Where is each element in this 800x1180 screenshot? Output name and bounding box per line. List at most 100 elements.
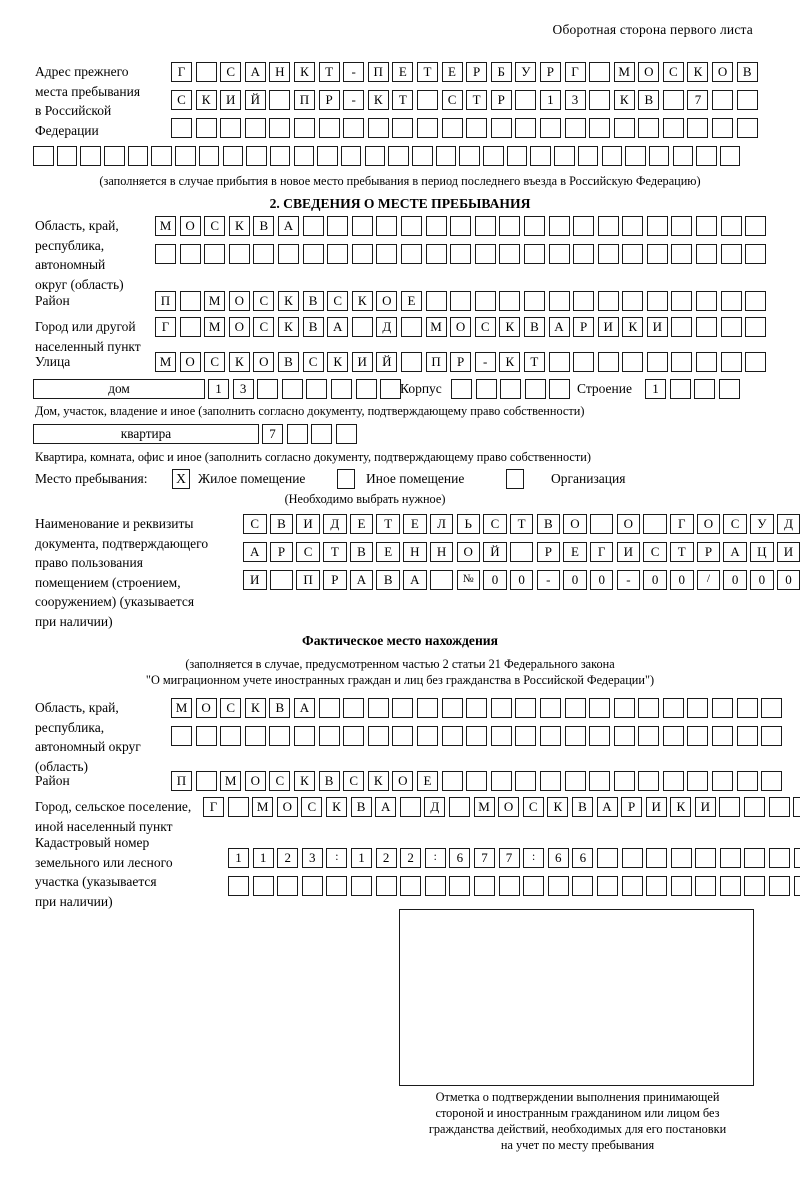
input-cell[interactable] [589,771,611,791]
input-cell[interactable] [293,118,315,138]
input-cell[interactable]: 7 [498,848,520,868]
input-cell[interactable]: Й [376,352,398,372]
input-cell[interactable]: В [523,317,545,337]
input-cell[interactable]: / [696,570,721,590]
input-cell[interactable]: И [776,542,800,562]
input-cell[interactable]: 6 [449,848,471,868]
input-cell[interactable]: - [616,570,641,590]
input-cell[interactable] [399,797,421,817]
input-cell[interactable]: П [293,90,315,110]
input-cell[interactable] [761,698,783,718]
input-cell[interactable] [400,876,422,896]
input-cell[interactable]: 3 [564,90,586,110]
input-cell[interactable]: Д [424,797,446,817]
input-cell[interactable]: 1 [350,848,372,868]
input-cell[interactable] [671,352,693,372]
input-cell[interactable] [441,726,463,746]
input-cell[interactable] [687,771,709,791]
input-cell[interactable] [539,726,561,746]
input-cell[interactable] [499,291,521,311]
input-cell[interactable] [451,379,472,399]
input-cell[interactable] [662,726,684,746]
input-cell[interactable] [367,118,389,138]
input-cell[interactable] [736,90,758,110]
input-cell[interactable]: Д [376,317,398,337]
input-cell[interactable] [466,771,488,791]
input-cell[interactable] [450,291,472,311]
input-cell[interactable] [483,146,504,166]
input-cell[interactable]: К [228,216,250,236]
input-cell[interactable] [416,90,438,110]
input-cell[interactable] [523,244,545,264]
input-cell[interactable] [793,848,800,868]
input-cell[interactable] [672,146,694,166]
input-cell[interactable]: К [622,317,644,337]
input-cell[interactable] [549,379,571,399]
input-cell[interactable] [416,118,438,138]
input-cell[interactable] [638,698,660,718]
input-cell[interactable] [515,90,537,110]
input-cell[interactable] [351,317,373,337]
input-cell[interactable] [441,771,463,791]
input-cell[interactable] [768,797,790,817]
input-cell[interactable] [195,118,217,138]
input-cell[interactable] [498,876,520,896]
input-cell[interactable] [343,118,365,138]
input-cell[interactable] [744,876,766,896]
input-cell[interactable]: В [736,62,758,82]
input-cell[interactable]: : [424,848,446,868]
input-cell[interactable] [597,216,619,236]
input-cell[interactable]: В [269,698,291,718]
input-cell[interactable] [473,876,495,896]
input-cell[interactable]: Д [776,514,800,534]
input-cell[interactable] [662,771,684,791]
input-cell[interactable]: М [473,797,495,817]
input-cell[interactable] [530,146,551,166]
stroenie-cells[interactable]: 1 [645,379,743,399]
input-cell[interactable] [499,216,521,236]
input-cell[interactable]: А [723,542,747,562]
input-cell[interactable] [246,146,267,166]
input-cell[interactable]: П [425,352,447,372]
input-cell[interactable] [400,216,422,236]
input-cell[interactable]: Е [392,62,414,82]
input-cell[interactable]: А [327,317,349,337]
input-cell[interactable]: С [301,797,323,817]
input-cell[interactable] [719,797,741,817]
input-cell[interactable]: 0 [483,570,507,590]
input-cell[interactable]: : [326,848,348,868]
input-cell[interactable] [548,352,570,372]
input-cell[interactable] [269,118,291,138]
input-cell[interactable] [669,379,691,399]
input-cell[interactable] [466,726,488,746]
input-cell[interactable] [696,244,718,264]
input-cell[interactable]: 1 [228,848,249,868]
input-cell[interactable] [638,118,660,138]
confirmation-stamp-box[interactable] [399,909,754,1086]
input-cell[interactable]: О [450,317,472,337]
input-cell[interactable]: Т [392,90,414,110]
input-cell[interactable]: Ц [750,542,774,562]
input-cell[interactable]: Р [490,90,512,110]
input-cell[interactable]: 7 [262,424,283,444]
input-cell[interactable]: Е [416,771,438,791]
input-cell[interactable]: Т [670,542,694,562]
input-cell[interactable]: К [327,352,349,372]
input-cell[interactable]: А [596,797,618,817]
flat-number-cells[interactable]: 7 [262,424,360,444]
input-cell[interactable] [643,514,667,534]
input-cell[interactable] [646,876,668,896]
input-cell[interactable]: Н [429,542,454,562]
input-cell[interactable] [564,118,586,138]
input-cell[interactable]: Р [269,542,294,562]
input-cell[interactable] [671,216,693,236]
input-cell[interactable] [573,352,595,372]
input-cell[interactable]: В [638,90,660,110]
input-cell[interactable] [355,379,377,399]
input-cell[interactable]: М [204,291,226,311]
input-cell[interactable]: О [498,797,520,817]
input-cell[interactable] [228,244,250,264]
